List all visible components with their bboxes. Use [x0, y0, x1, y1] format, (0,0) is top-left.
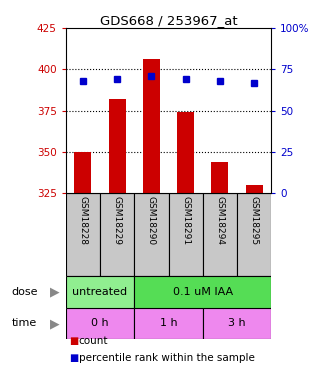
Bar [74, 152, 91, 193]
Bar [134, 308, 203, 339]
Text: dose: dose [11, 286, 38, 297]
Text: 0.1 uM IAA: 0.1 uM IAA [173, 286, 233, 297]
Text: 0 h: 0 h [91, 318, 109, 328]
Bar [143, 60, 160, 193]
Bar [169, 193, 203, 276]
Text: untreated: untreated [73, 286, 128, 297]
Text: GSM18294: GSM18294 [215, 196, 224, 244]
Bar [66, 308, 134, 339]
Bar [203, 308, 271, 339]
Bar [100, 193, 134, 276]
Text: percentile rank within the sample: percentile rank within the sample [79, 353, 255, 363]
Bar [177, 112, 194, 193]
Bar [108, 99, 126, 193]
Text: GSM18229: GSM18229 [113, 196, 122, 244]
Bar [211, 162, 229, 193]
Bar [134, 276, 271, 308]
Text: ■: ■ [69, 336, 78, 346]
Bar [237, 193, 271, 276]
Title: GDS668 / 253967_at: GDS668 / 253967_at [100, 14, 237, 27]
Text: GSM18295: GSM18295 [250, 196, 259, 245]
Bar [66, 276, 134, 308]
Text: GSM18290: GSM18290 [147, 196, 156, 245]
Text: GSM18228: GSM18228 [78, 196, 87, 244]
Text: 3 h: 3 h [228, 318, 246, 328]
Bar [134, 193, 169, 276]
Bar [246, 185, 263, 193]
Bar [66, 193, 100, 276]
Text: ■: ■ [69, 353, 78, 363]
Text: GSM18291: GSM18291 [181, 196, 190, 245]
Bar [203, 193, 237, 276]
Text: time: time [11, 318, 37, 328]
Text: ▶: ▶ [50, 285, 59, 298]
Text: 1 h: 1 h [160, 318, 177, 328]
Text: count: count [79, 336, 108, 346]
Text: ▶: ▶ [50, 317, 59, 330]
